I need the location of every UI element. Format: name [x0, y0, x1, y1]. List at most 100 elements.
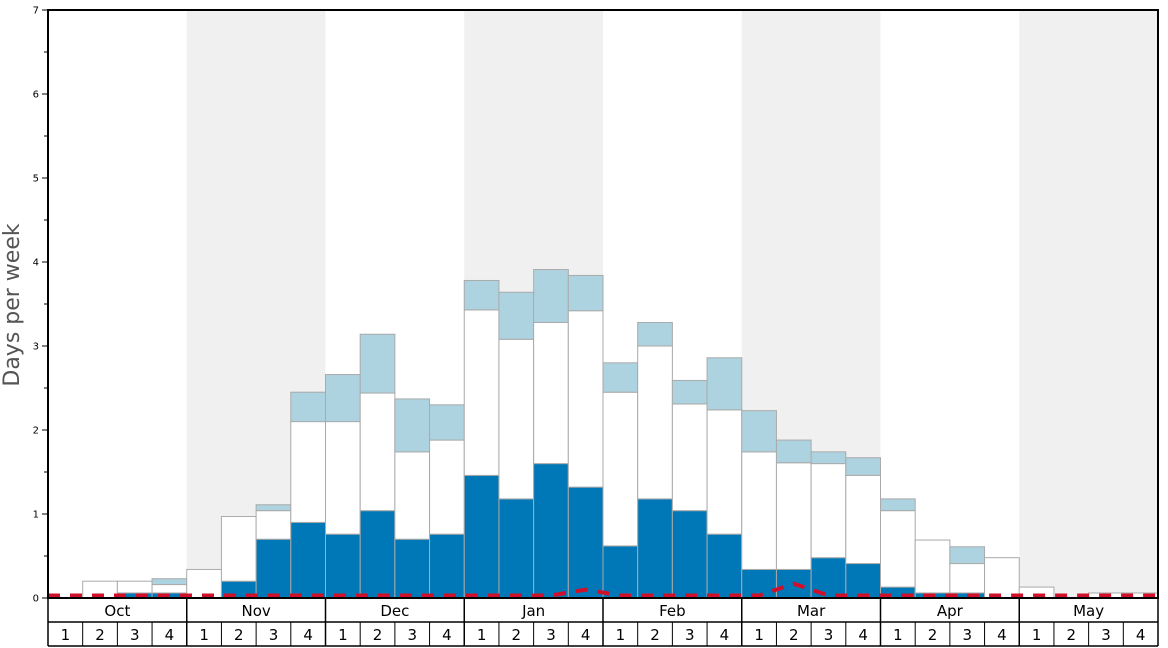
bar-dark-10	[394, 538, 431, 599]
bar-white-26	[949, 563, 986, 594]
y-tick-label: 6	[33, 90, 39, 101]
week-label: 3	[685, 626, 695, 644]
bar-light-14	[533, 269, 569, 323]
bar-white-14	[533, 321, 569, 465]
bar-light-23	[845, 457, 881, 476]
bar-white-2	[116, 580, 153, 594]
week-label: 2	[789, 626, 799, 644]
bar-white-6	[255, 510, 292, 540]
bar-dark-12	[463, 474, 500, 599]
bar-white-27	[984, 557, 1020, 599]
week-label: 2	[95, 626, 105, 644]
bar-dark-7	[290, 521, 326, 599]
month-label-mar: Mar	[797, 602, 826, 620]
bar-white-7	[290, 421, 326, 523]
week-label: 4	[165, 626, 175, 644]
bar-dark-18	[671, 510, 708, 599]
y-tick-label: 0	[33, 594, 39, 605]
bar-light-17	[637, 321, 673, 347]
week-label: 4	[581, 626, 591, 644]
bar-white-23	[845, 474, 881, 565]
month-label-apr: Apr	[937, 602, 964, 620]
week-label: 4	[303, 626, 313, 644]
bar-dark-15	[567, 486, 604, 599]
week-label: 1	[616, 626, 626, 644]
y-tick-label: 1	[33, 510, 39, 521]
week-label: 1	[199, 626, 209, 644]
bar-light-21	[775, 439, 812, 464]
bar-light-6	[255, 504, 292, 512]
week-label: 3	[824, 626, 834, 644]
week-label: 2	[1067, 626, 1077, 644]
bar-white-12	[463, 309, 500, 476]
week-label: 2	[373, 626, 383, 644]
bar-dark-8	[325, 533, 361, 599]
bar-light-10	[394, 398, 431, 453]
week-label: 2	[928, 626, 938, 644]
bar-light-24	[880, 498, 916, 512]
bar-white-4	[186, 568, 222, 599]
bar-light-11	[429, 404, 465, 441]
line-series	[48, 581, 1158, 598]
week-label: 2	[512, 626, 522, 644]
week-label: 4	[720, 626, 730, 644]
bar-white-15	[567, 310, 604, 488]
y-tick-label: 2	[33, 426, 39, 437]
bar-dark-6	[255, 538, 292, 599]
bar-light-15	[567, 274, 604, 312]
y-tick-label: 4	[33, 258, 39, 269]
bar-light-20	[741, 410, 777, 453]
bar-white-11	[429, 439, 465, 535]
week-label: 1	[477, 626, 487, 644]
bar-light-18	[671, 379, 708, 405]
bar-light-19	[706, 357, 743, 411]
bar-white-19	[706, 409, 743, 535]
week-label: 3	[1101, 626, 1111, 644]
week-label: 2	[650, 626, 660, 644]
month-band-may	[1019, 10, 1158, 598]
bar-dark-9	[359, 510, 396, 599]
month-label-may: May	[1073, 602, 1104, 620]
month-label-nov: Nov	[241, 602, 270, 620]
bars	[82, 269, 1159, 599]
bar-white-16	[602, 391, 639, 547]
bar-light-13	[498, 291, 535, 340]
month-label-jan: Jan	[521, 602, 545, 620]
week-label: 1	[338, 626, 348, 644]
bar-dark-23	[845, 563, 881, 599]
bar-dark-16	[602, 545, 639, 599]
week-label: 3	[546, 626, 556, 644]
bar-dark-17	[637, 498, 673, 599]
week-label: 3	[407, 626, 417, 644]
bar-white-18	[671, 403, 708, 512]
y-tick-label: 5	[33, 174, 39, 185]
bar-light-16	[602, 362, 639, 393]
bar-white-10	[394, 451, 431, 540]
week-label: 1	[754, 626, 764, 644]
bar-white-13	[498, 338, 535, 500]
bar-white-3	[151, 584, 188, 594]
week-label: 1	[1032, 626, 1042, 644]
y-axis-label: Days per week	[0, 223, 25, 386]
week-label: 4	[997, 626, 1007, 644]
bar-white-25	[914, 539, 951, 594]
bar-light-8	[325, 374, 361, 423]
week-label: 4	[442, 626, 452, 644]
bar-dark-13	[498, 498, 535, 599]
bar-light-9	[359, 333, 396, 394]
week-label: 2	[234, 626, 244, 644]
bar-white-22	[810, 463, 847, 559]
bar-light-7	[290, 391, 326, 423]
bar-white-20	[741, 451, 777, 570]
week-label: 1	[893, 626, 903, 644]
week-label: 4	[858, 626, 868, 644]
week-label: 4	[1136, 626, 1146, 644]
bar-dark-11	[429, 533, 465, 599]
bar-dark-14	[533, 463, 569, 599]
week-label: 1	[61, 626, 71, 644]
week-label: 3	[269, 626, 279, 644]
bar-white-21	[775, 462, 812, 570]
line-series-path	[48, 581, 1158, 598]
bar-white-9	[359, 392, 396, 512]
